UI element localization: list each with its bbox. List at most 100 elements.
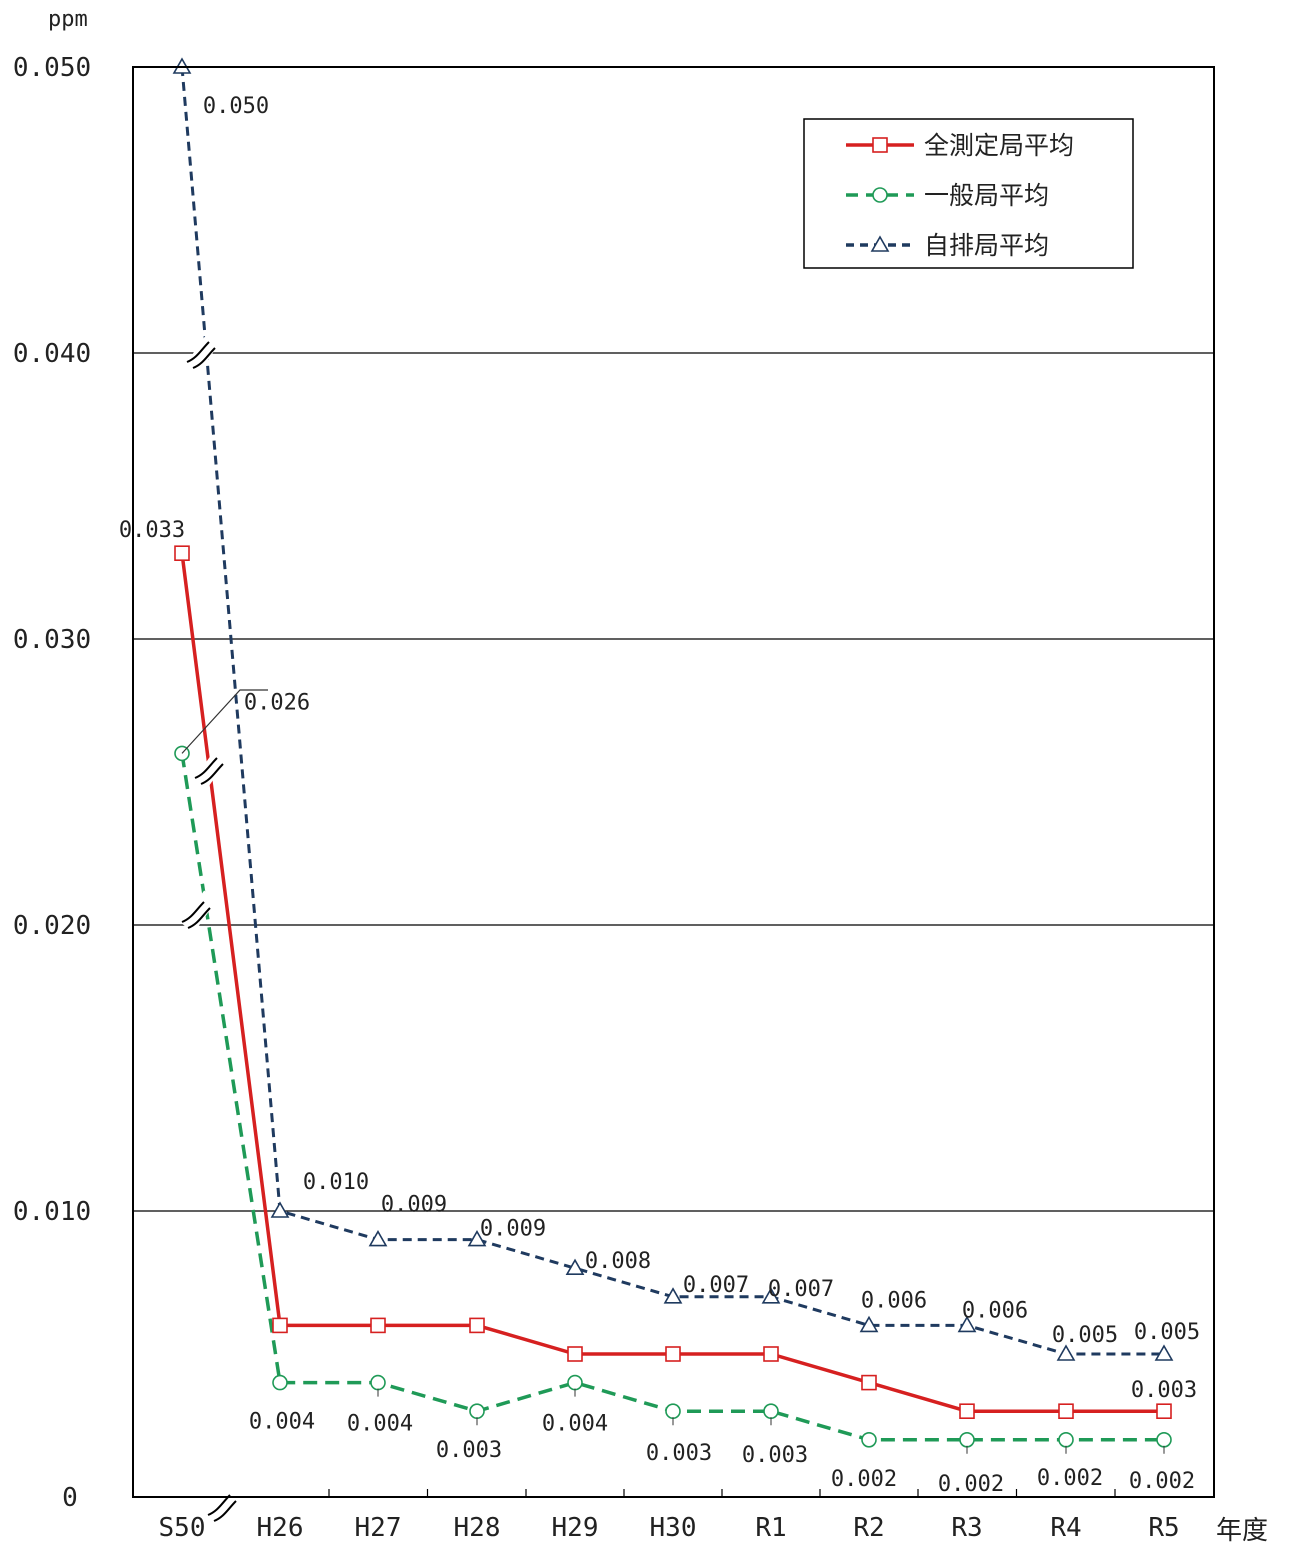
circle-marker [959,1432,975,1448]
square-marker [1058,1403,1074,1419]
data-label: 0.009 [381,1193,447,1218]
axis-break-stroke [181,901,205,923]
triangle-marker [270,1201,290,1218]
axis-break-stroke [200,763,224,785]
square-marker [272,1317,288,1334]
data-label: 0.006 [861,1288,927,1313]
triangle-marker [368,1229,388,1247]
data-label: 0.008 [585,1249,651,1274]
square-marker [665,1346,681,1362]
gridlines [133,352,1214,1497]
legend-circle-marker [872,187,888,203]
axis-break-gap [207,1483,244,1526]
square-marker [959,1403,975,1419]
x-tick-label: R2 [853,1513,884,1543]
data-labels: 0.033 0.003 0.026 0.004 0.004 0.003 0.004 0.003… [119,94,1200,1497]
data-label: 0.004 [249,1410,315,1435]
series-group [172,57,1174,1448]
data-label: 0.003 [436,1438,502,1463]
data-label: 0.002 [1129,1469,1195,1494]
legend-label: 全測定局平均 [924,131,1074,160]
axis-break-stroke [194,757,218,779]
square-marker [567,1346,583,1362]
data-label: 0.003 [646,1441,712,1466]
triangle-marker [663,1287,683,1304]
data-label: 0.002 [1037,1466,1103,1491]
triangle-marker [1056,1344,1076,1361]
circle-marker [665,1403,681,1419]
data-label: 0.007 [768,1277,834,1302]
axis-break-gap [194,746,231,789]
axis-break-gap [186,330,223,373]
triangle-marker [957,1315,977,1333]
y-tick-label: 0.010 [13,1197,91,1227]
legend-square-marker [872,137,888,153]
square-marker [763,1346,779,1362]
data-label: 0.007 [683,1273,749,1298]
axis-break-gap [181,890,218,933]
data-label: 0.010 [303,1170,369,1195]
series-line [180,552,1164,1413]
square-marker [174,545,190,562]
axis-break-stroke [213,1500,237,1522]
square-marker [861,1374,877,1391]
triangle-marker [761,1287,781,1304]
data-label: 0.005 [1052,1323,1118,1348]
circle-marker [567,1374,583,1391]
circle-marker [370,1374,386,1391]
axis-break [194,746,231,789]
legend-label: 自排局平均 [924,231,1049,260]
x-tick-label: H30 [650,1513,697,1543]
triangle-marker [1154,1344,1174,1361]
x-tick-label: R5 [1148,1513,1179,1543]
triangle-marker [859,1315,879,1333]
axis-break-stroke [186,341,210,363]
y-tick-label: 0.040 [13,339,91,369]
data-label: 0.050 [203,94,269,119]
axis-break-stroke [192,347,216,369]
y-tick-label: 0.030 [13,625,91,655]
circle-marker [469,1403,485,1419]
data-label: 0.033 [119,518,185,543]
x-axis-title: 年度 [1216,1516,1268,1544]
data-label: 0.005 [1134,1320,1200,1345]
x-tick-label: R3 [951,1513,982,1543]
y-axis-unit-label: ppm [48,7,88,32]
label-leader-line [181,689,268,754]
square-marker [370,1317,386,1334]
square-marker [469,1317,485,1334]
axis-break [181,890,218,933]
y-tick-label: 0 [62,1483,78,1513]
series-line [180,753,1164,1442]
axis-break-marks [181,330,244,1526]
data-label: 0.004 [542,1412,608,1437]
data-label: 0.006 [962,1298,1028,1323]
triangle-marker [565,1258,585,1275]
y-tick-label: 0.020 [13,911,91,941]
x-tick-label: H28 [454,1513,501,1543]
x-tick-label: R4 [1050,1513,1081,1543]
circle-marker [861,1432,877,1448]
axis-break [186,330,223,373]
data-label: 0.003 [742,1443,808,1468]
data-label: 0.026 [244,690,310,715]
axis-break-stroke [187,907,211,929]
x-tick-label: R1 [755,1513,786,1543]
circle-marker [272,1374,288,1391]
x-tick-label: S50 [159,1513,206,1543]
legend-label: 一般局平均 [924,181,1049,210]
x-tick-label: H29 [552,1513,599,1543]
circle-marker [1058,1432,1074,1448]
x-tick-label: H26 [257,1513,304,1543]
data-label: 0.003 [1131,1378,1197,1403]
circle-marker [1156,1432,1172,1448]
data-label: 0.009 [480,1217,546,1242]
circle-marker [763,1403,779,1419]
data-label: 0.004 [347,1412,413,1437]
axis-break [207,1483,244,1526]
square-marker [1156,1403,1172,1419]
legend-triangle-marker [870,235,890,252]
axes: ppm 年度 0 0.010 0.020 0.030 0.040 0.050 S50 H26 H… [13,7,1268,1544]
